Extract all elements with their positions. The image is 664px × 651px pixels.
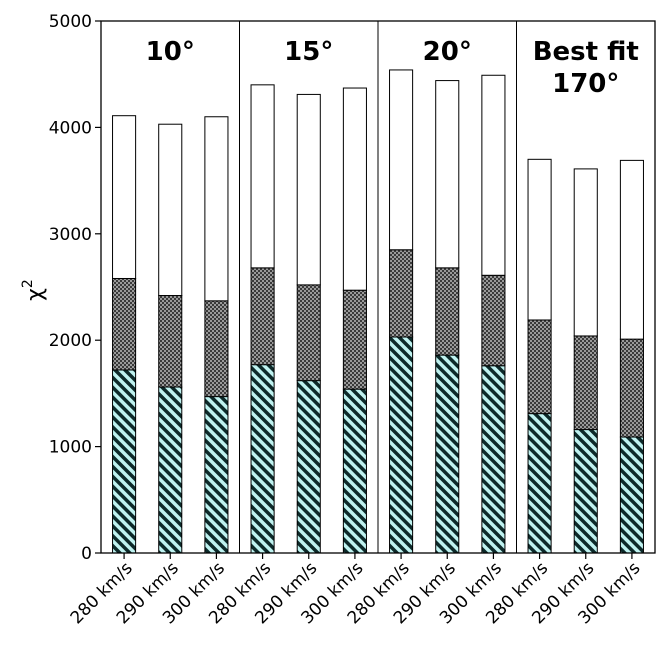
bar-segment-white <box>573 168 598 337</box>
bar-segment-white <box>435 80 460 269</box>
bar-segment-hatched-cyan <box>527 413 552 554</box>
bar-segment-crosshatch-gray <box>296 284 321 382</box>
bar-segment-crosshatch-gray <box>204 300 229 398</box>
plot-frame <box>100 20 656 554</box>
bar-segment-crosshatch-gray <box>435 267 460 356</box>
bar-segment-hatched-cyan <box>250 364 275 554</box>
y-tick-label: 4000 <box>49 118 92 138</box>
bar-segment-hatched-cyan <box>435 354 460 554</box>
bar-segment-white <box>481 74 506 276</box>
bar-segment-crosshatch-gray <box>112 277 137 371</box>
bar-segment-hatched-cyan <box>389 336 414 554</box>
bar-segment-white <box>296 93 321 286</box>
bar-segment-white <box>527 158 552 321</box>
bar-segment-white <box>158 123 183 297</box>
bar-segment-hatched-cyan <box>342 388 367 554</box>
bar-segment-crosshatch-gray <box>158 295 183 388</box>
panel-dividers <box>239 21 517 553</box>
bar-segment-white <box>250 84 275 269</box>
bar-segment-hatched-cyan <box>481 365 506 554</box>
bar-segment-hatched-cyan <box>296 380 321 554</box>
bar-segment-crosshatch-gray <box>389 249 414 338</box>
y-axis-label: χ2 <box>20 279 48 301</box>
bar-segment-crosshatch-gray <box>481 274 506 367</box>
panel-title: 170° <box>552 69 619 99</box>
bar-segment-crosshatch-gray <box>250 267 275 366</box>
y-tick-label: 1000 <box>49 438 92 458</box>
bar-segment-white <box>389 69 414 251</box>
bar-segment-hatched-cyan <box>204 396 229 554</box>
bar-segment-hatched-cyan <box>573 429 598 554</box>
bar-segment-white <box>112 115 137 279</box>
bar-segment-white <box>204 116 229 302</box>
bar-segment-white <box>342 87 367 291</box>
panel-title: 10° <box>146 37 195 67</box>
panel-title: Best fit <box>533 37 639 67</box>
bar-segment-crosshatch-gray <box>527 319 552 415</box>
bar-segment-crosshatch-gray <box>342 289 367 390</box>
y-axis: 0 1000 2000 3000 4000 5000 <box>49 12 101 564</box>
bar-segment-white <box>619 159 644 340</box>
bar-segment-hatched-cyan <box>112 369 137 554</box>
bar-segment-hatched-cyan <box>619 436 644 554</box>
bar-segment-crosshatch-gray <box>573 335 598 431</box>
panel-title: 20° <box>423 37 472 67</box>
bar-segment-crosshatch-gray <box>619 338 644 438</box>
y-tick-label: 2000 <box>49 331 92 351</box>
y-tick-label: 5000 <box>49 12 92 32</box>
y-tick-label: 0 <box>81 544 92 564</box>
bars-layer <box>112 69 644 554</box>
y-tick-label: 3000 <box>49 225 92 245</box>
bar-segment-hatched-cyan <box>158 386 183 554</box>
panel-title: 15° <box>284 37 333 67</box>
